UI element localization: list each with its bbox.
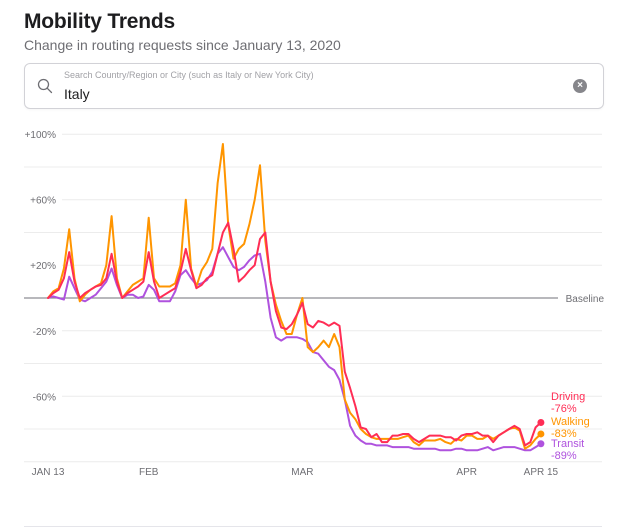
x-tick-label: MAR	[291, 467, 313, 478]
series-line-driving	[47, 221, 542, 447]
page-title: Mobility Trends	[24, 10, 176, 33]
x-tick-label: APR 15	[524, 467, 559, 478]
x-tick-label: JAN 13	[32, 467, 65, 478]
x-tick-labels: JAN 13 FEB MAR APR APR 15	[32, 467, 559, 478]
x-tick-label: FEB	[139, 467, 159, 478]
search-placeholder: Search Country/Region or City (such as I…	[64, 70, 314, 80]
y-tick-label: +20%	[30, 261, 56, 272]
x-tick-label: APR	[456, 467, 477, 478]
y-tick-label: -60%	[33, 392, 56, 403]
baseline-layer: Baseline	[24, 294, 604, 305]
page-subtitle: Change in routing requests since January…	[24, 37, 341, 53]
y-tick-label: +60%	[30, 196, 56, 207]
series-line-walking	[47, 143, 542, 450]
legend-value-transit: -89%	[551, 450, 577, 462]
y-tick-label: +100%	[25, 130, 57, 141]
bottom-divider	[24, 526, 602, 527]
legend-name-driving: Driving	[551, 391, 585, 403]
y-tick-labels: +100% +60% +20% -20% -60%	[25, 130, 57, 403]
legend-value-driving: -76%	[551, 403, 577, 415]
series-layer	[47, 143, 545, 452]
baseline-label: Baseline	[566, 294, 605, 305]
legend-value-walking: -83%	[551, 428, 577, 440]
series-end-dot-transit	[537, 440, 545, 448]
clear-icon[interactable]: ×	[573, 79, 587, 93]
search-icon	[37, 78, 53, 94]
search-box[interactable]: Search Country/Region or City (such as I…	[24, 63, 604, 109]
legend-name-transit: Transit	[551, 438, 584, 450]
series-end-dot-walking	[537, 430, 545, 438]
legend-layer: Driving-76%Walking-83%Transit-89%	[551, 391, 590, 462]
legend-name-walking: Walking	[551, 416, 590, 428]
search-input[interactable]: Italy	[64, 86, 90, 102]
y-tick-label: -20%	[33, 327, 56, 338]
series-line-transit	[47, 246, 542, 452]
series-end-dot-driving	[537, 418, 545, 426]
